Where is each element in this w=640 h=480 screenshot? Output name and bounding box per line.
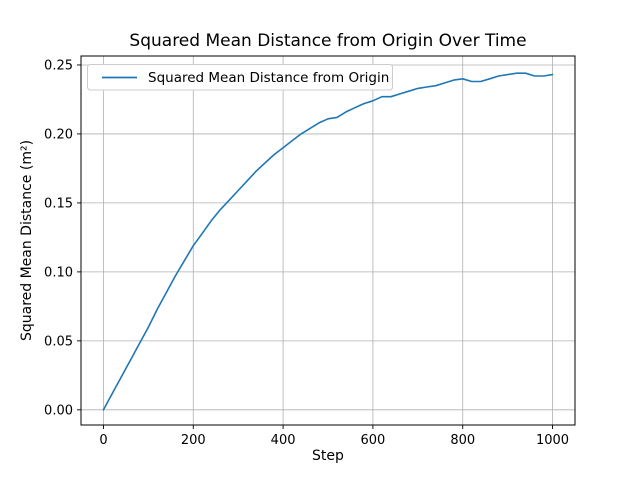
- x-tick-label: 400: [271, 433, 296, 448]
- series-line: [102, 72, 554, 411]
- y-axis-label: Squared Mean Distance (m²): [19, 140, 35, 341]
- axis-ticks-and-labels: 0 200 400 600 800 1000 0.00 0.05 0.10 0.15 0.20 0.2…: [44, 58, 569, 448]
- legend-frame: [87, 64, 393, 91]
- y-tick-label: 0.20: [44, 127, 73, 142]
- y-tick-label: 0.25: [44, 58, 73, 73]
- legend: Squared Mean Distance from Origin: [87, 64, 393, 91]
- x-tick-label: 200: [181, 433, 206, 448]
- y-tick-label: 0.15: [44, 196, 73, 211]
- legend-label: Squared Mean Distance from Origin: [148, 70, 389, 86]
- series-line-layer: [102, 72, 554, 411]
- x-tick-label: 0: [99, 433, 107, 448]
- grid-lines: [81, 56, 575, 425]
- y-tick-label: 0.05: [44, 334, 73, 349]
- x-tick-label: 600: [360, 433, 385, 448]
- chart-title: Squared Mean Distance from Origin Over T…: [129, 31, 526, 51]
- x-tick-label: 1000: [536, 433, 569, 448]
- axes-frame: [80, 55, 576, 426]
- y-tick-label: 0.00: [44, 403, 73, 418]
- y-tick-label: 0.10: [44, 265, 73, 280]
- x-tick-label: 800: [450, 433, 475, 448]
- x-axis-label: Step: [312, 448, 344, 464]
